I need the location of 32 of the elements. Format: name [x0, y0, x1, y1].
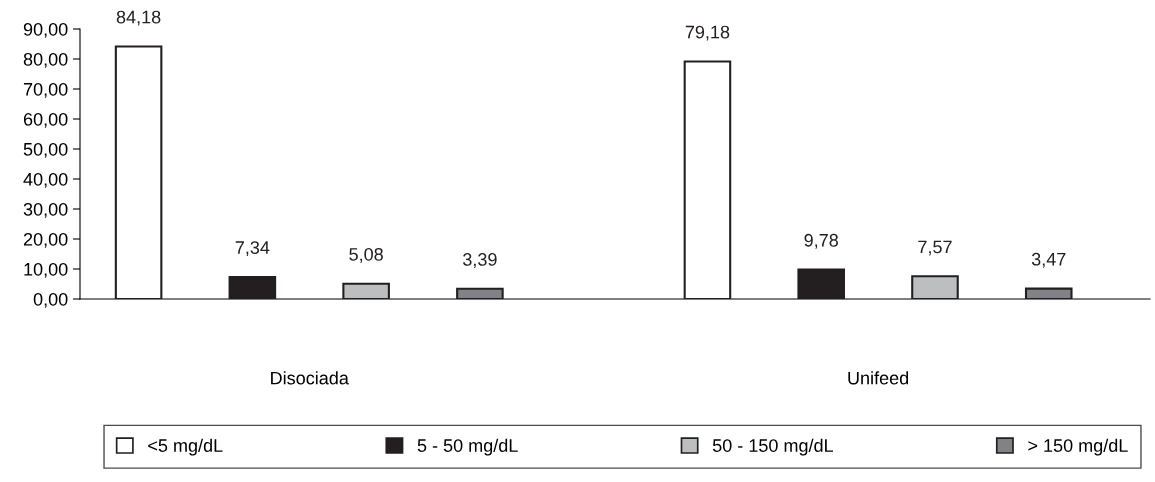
- x-tick-label: Disociada: [271, 371, 349, 385]
- legend-label: <5 mg/dL: [148, 438, 223, 456]
- bar: [228, 275, 277, 299]
- y-tick-label: 0,00: [33, 292, 68, 308]
- legend-label: > 150 mg/dL: [1028, 438, 1128, 456]
- text: 7,34: [235, 241, 270, 257]
- bar: [797, 268, 845, 299]
- text: 3,47: [1031, 252, 1066, 268]
- text: 3,39: [463, 253, 497, 268]
- y-tick-label: 50,00: [23, 142, 68, 158]
- y-tick-label: 30,00: [23, 202, 68, 218]
- x-tick-label: Unifeed: [848, 371, 909, 385]
- bar: [1024, 287, 1073, 299]
- y-tick-label: 70,00: [23, 82, 68, 98]
- legend-label: 50 - 150 mg/dL: [712, 438, 834, 456]
- y-tick-label: 40,00: [23, 172, 68, 188]
- y-tick-label: 90,00: [23, 22, 68, 38]
- text: 9,78: [804, 233, 838, 249]
- y-tick-label: 10,00: [24, 262, 68, 278]
- bar: [114, 45, 163, 299]
- text: 84,18: [116, 10, 161, 26]
- y-tick-label: 20,00: [23, 232, 68, 248]
- y-tick-label: 60,00: [23, 112, 68, 128]
- text: 79,18: [685, 25, 730, 41]
- text: 7,57: [918, 240, 952, 256]
- bar: [456, 287, 504, 299]
- bar: [683, 60, 732, 299]
- text: 5,08: [349, 247, 383, 263]
- y-tick-label: 80,00: [23, 52, 68, 68]
- bar: [342, 282, 390, 299]
- bar: [911, 275, 959, 299]
- legend-label: 5 - 50 mg/dL: [417, 438, 518, 456]
